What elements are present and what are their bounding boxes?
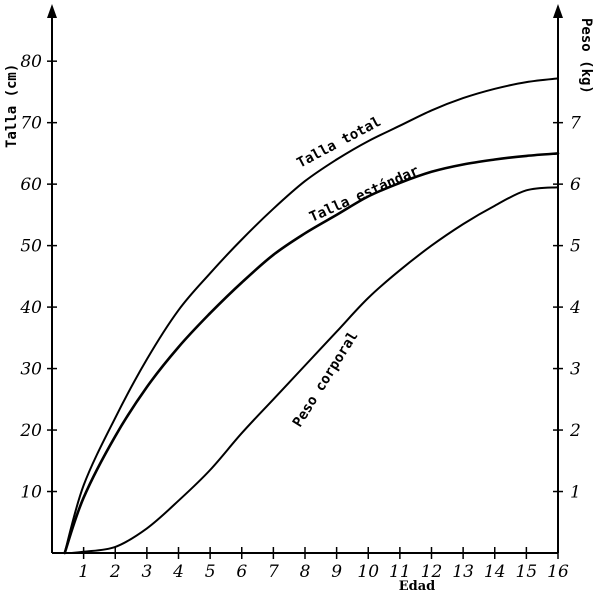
x-tick-label: 8 xyxy=(300,562,311,582)
x-tick-label: 9 xyxy=(331,562,342,582)
y-left-tick-label: 10 xyxy=(20,483,42,503)
y-right-tick-label: 6 xyxy=(570,175,581,195)
y-left-tick-label: 80 xyxy=(20,52,42,72)
series-label-talla-estandar: Talla estándar xyxy=(307,163,421,226)
x-tick-label: 7 xyxy=(268,562,279,582)
y-right-tick-label: 5 xyxy=(570,237,581,257)
y-right-tick-label: 4 xyxy=(569,298,581,318)
y-right-tick-label: 2 xyxy=(569,421,581,441)
y-left-tick-label: 30 xyxy=(20,360,42,380)
y-right-tick-label: 7 xyxy=(570,114,581,134)
y-left-tick-label: 50 xyxy=(20,237,42,257)
series-line-peso-corporal xyxy=(70,186,559,554)
axes xyxy=(47,4,563,554)
x-tick-label: 14 xyxy=(484,562,506,582)
x-tick-label: 3 xyxy=(141,562,152,582)
x-tick-label: 6 xyxy=(236,562,247,582)
y-right-tick-label: 3 xyxy=(570,360,581,380)
y-right-arrow-icon xyxy=(553,4,563,18)
x-tick-label: 15 xyxy=(516,562,538,582)
y-left-axis-title: Talla (cm) xyxy=(4,64,20,148)
x-tick-label: 2 xyxy=(109,562,121,582)
y-right-axis-title: Peso (kg) xyxy=(578,18,594,94)
y-left-tick-label: 70 xyxy=(20,114,42,134)
x-tick-label: 4 xyxy=(172,562,184,582)
y-left-arrow-icon xyxy=(47,4,57,18)
x-tick-label: 10 xyxy=(357,562,379,582)
x-tick-label: 1 xyxy=(78,562,89,582)
x-tick-label: 16 xyxy=(547,562,569,582)
series-lines xyxy=(63,77,560,555)
y-left-tick-label: 20 xyxy=(19,421,42,441)
ticks: 1 2 3 4 5 6 7 8 9 10 11 12 13 14 15 1610203040506070801… xyxy=(19,52,581,582)
y-left-tick-label: 60 xyxy=(20,175,42,195)
x-axis-title: Edad xyxy=(399,579,436,594)
series-line-talla-estandar xyxy=(63,152,560,555)
x-tick-label: 12 xyxy=(421,562,443,582)
y-left-tick-label: 40 xyxy=(19,298,42,318)
series-label-talla-total: Talla total xyxy=(294,114,383,172)
series-line-talla-total xyxy=(63,77,559,554)
x-tick-label: 13 xyxy=(452,562,474,582)
y-right-tick-label: 1 xyxy=(570,483,581,503)
x-tick-label: 5 xyxy=(205,562,216,582)
x-tick-label: 11 xyxy=(389,562,411,582)
